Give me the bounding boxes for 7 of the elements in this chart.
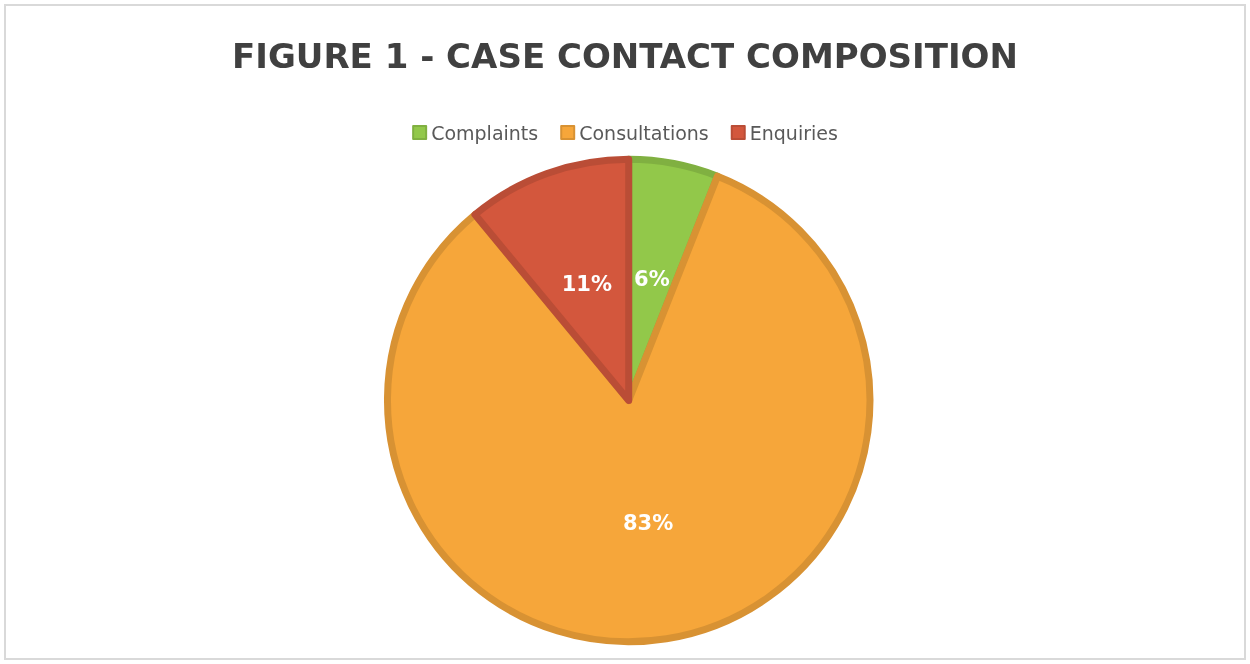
data-label: 6% (634, 267, 670, 292)
legend-label: Enquiries (749, 121, 838, 144)
legend-label: Complaints (431, 121, 539, 144)
data-label: 11% (561, 272, 612, 297)
legend-label: Consultations (579, 121, 709, 144)
chart-title: FIGURE 1 - CASE CONTACT COMPOSITION (232, 36, 1018, 76)
data-label: 83% (622, 510, 674, 535)
